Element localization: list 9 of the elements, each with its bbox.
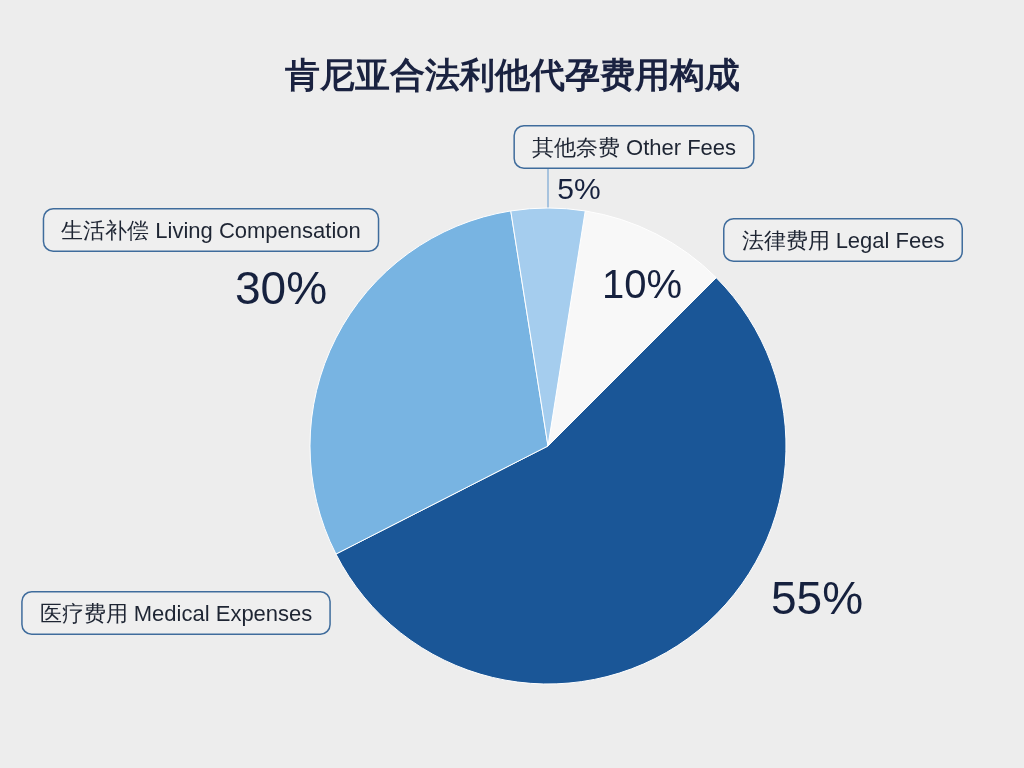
data-label: 10% xyxy=(601,262,683,306)
slice-label: 生活补偿 Living Compensation xyxy=(61,217,361,243)
slice-label: 医疗费用 Medical Expenses xyxy=(39,600,313,626)
data-label: 30% xyxy=(234,262,328,314)
slice-label: 其他奈费 Other Fees xyxy=(531,134,737,160)
slice-label: 法律费用 Legal Fees xyxy=(741,227,945,253)
chart-title: 肯尼亚合法利他代孕费用构成 xyxy=(283,55,740,94)
data-label: 55% xyxy=(770,572,864,624)
data-label: 5% xyxy=(557,171,601,205)
